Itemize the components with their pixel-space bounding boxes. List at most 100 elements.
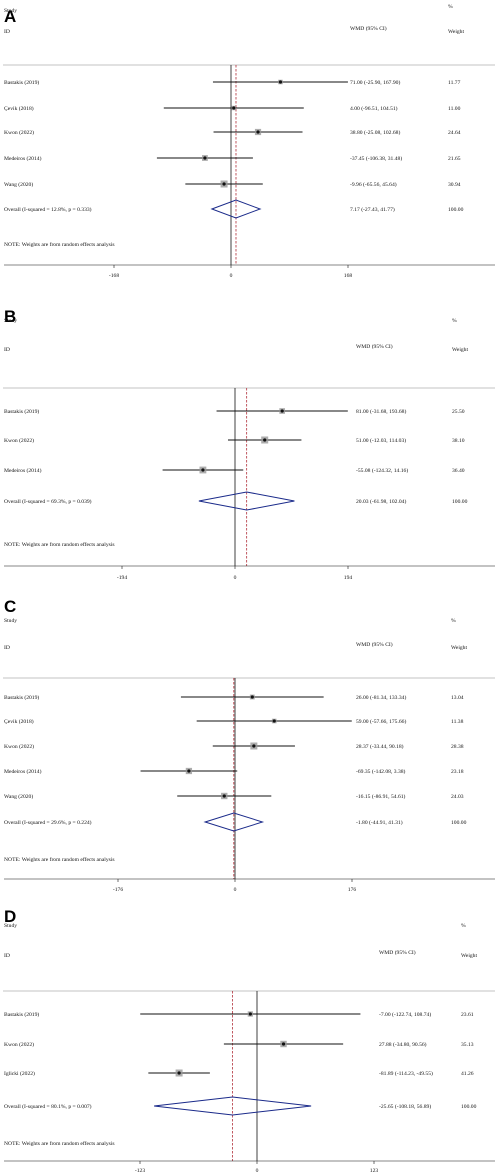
- effect-ci-label: -9.96 (-65.56, 45.64): [350, 181, 397, 188]
- point-estimate: [187, 769, 191, 773]
- header-percent: %: [452, 318, 457, 324]
- header-weight: Weight: [451, 645, 467, 651]
- overall-label: Overall (I-squared = 12.8%, p = 0.333): [4, 206, 92, 213]
- weight-label: 24.03: [451, 794, 464, 800]
- header-percent: %: [451, 618, 456, 624]
- weight-label: 13.04: [451, 695, 464, 701]
- study-name: Medeiros (2014): [4, 155, 42, 162]
- study-name: Çevik (2018): [4, 718, 34, 725]
- study-name: Wang (2020): [4, 793, 33, 800]
- header-percent: %: [448, 4, 453, 10]
- point-estimate: [248, 1012, 252, 1016]
- weight-label: 38.10: [452, 438, 465, 444]
- header-study: Study: [4, 318, 17, 324]
- header-effect: WMD (95% CI): [379, 949, 416, 956]
- overall-label: Overall (I-squared = 69.3%, p = 0.039): [4, 498, 92, 505]
- header-effect: WMD (95% CI): [356, 343, 393, 350]
- header-effect: WMD (95% CI): [350, 25, 387, 32]
- point-estimate: [222, 794, 226, 798]
- overall-label: Overall (I-squared = 29.6%, p = 0.224): [4, 819, 92, 826]
- weight-label: 23.61: [461, 1012, 474, 1018]
- weight-label: 30.94: [448, 182, 461, 188]
- weight-label: 11.38: [451, 719, 464, 725]
- point-estimate: [252, 744, 256, 748]
- overall-diamond: [210, 199, 262, 219]
- overall-diamond: [154, 1096, 312, 1116]
- weight-label: 35.13: [461, 1042, 474, 1048]
- effect-ci-label: 4.00 (-96.51, 104.51): [350, 105, 398, 112]
- study-name: Kwon (2022): [4, 743, 34, 750]
- overall-diamond: [203, 812, 265, 832]
- random-effects-note: NOTE: Weights are from random effects an…: [4, 1140, 115, 1147]
- point-estimate: [222, 182, 226, 186]
- x-tick-label: 194: [344, 575, 353, 581]
- header-id: ID: [4, 645, 10, 651]
- overall-weight-label: 100.00: [461, 1104, 477, 1110]
- point-estimate: [232, 106, 236, 110]
- effect-ci-label: -55.08 (-124.32, 14.16): [356, 467, 408, 474]
- panel-label: B: [4, 307, 16, 326]
- point-estimate: [281, 1042, 286, 1046]
- overall-ci-label: -1.80 (-44.91, 41.31): [356, 819, 403, 826]
- header-effect: WMD (95% CI): [356, 641, 393, 648]
- header-study: Study: [4, 923, 17, 929]
- weight-label: 41.26: [461, 1071, 474, 1077]
- header-id: ID: [4, 29, 10, 35]
- study-name: Bastakis (2019): [4, 79, 39, 86]
- point-estimate: [280, 409, 284, 413]
- effect-ci-label: -7.00 (-122.74, 108.74): [379, 1011, 431, 1018]
- effect-ci-label: 59.00 (-57.66, 175.66): [356, 718, 406, 725]
- weight-label: 28.38: [451, 744, 464, 750]
- study-name: Medeiros (2014): [4, 467, 42, 474]
- effect-ci-label: 51.00 (-12.03, 114.03): [356, 437, 406, 444]
- study-name: Iglicki (2022): [4, 1070, 35, 1077]
- effect-ci-label: -16.15 (-86.91, 54.61): [356, 793, 406, 800]
- header-study: Study: [4, 8, 17, 14]
- panel-label: D: [4, 907, 16, 926]
- x-tick-label: 0: [256, 1168, 259, 1174]
- overall-label: Overall (I-squared = 80.1%, p = 0.007): [4, 1103, 92, 1110]
- point-estimate: [278, 80, 283, 84]
- overall-ci-label: -25.65 (-108.18, 56.89): [379, 1103, 431, 1110]
- study-name: Bastakis (2019): [4, 408, 39, 415]
- random-effects-note: NOTE: Weights are from random effects an…: [4, 856, 115, 863]
- weight-label: 25.50: [452, 409, 465, 415]
- point-estimate: [250, 695, 254, 699]
- overall-weight-label: 100.00: [451, 820, 467, 826]
- x-tick-label: -168: [109, 273, 119, 279]
- effect-ci-label: 71.00 (-25.90, 167.90): [350, 79, 400, 86]
- random-effects-note: NOTE: Weights are from random effects an…: [4, 541, 115, 548]
- overall-diamond: [198, 491, 295, 511]
- overall-weight-label: 100.00: [448, 207, 464, 213]
- header-weight: Weight: [461, 953, 477, 959]
- weight-label: 23.18: [451, 769, 464, 775]
- overall-ci-label: 20.03 (-61.98, 102.04): [356, 498, 406, 505]
- study-name: Kwon (2022): [4, 437, 34, 444]
- weight-label: 36.40: [452, 468, 465, 474]
- header-study: Study: [4, 618, 17, 624]
- study-name: Kwon (2022): [4, 129, 34, 136]
- panel-label: A: [4, 7, 16, 26]
- x-tick-label: -194: [117, 575, 127, 581]
- study-name: Wang (2020): [4, 181, 33, 188]
- weight-label: 11.77: [448, 80, 461, 86]
- header-weight: Weight: [448, 29, 464, 35]
- point-estimate: [177, 1071, 181, 1075]
- x-tick-label: 123: [370, 1168, 379, 1174]
- point-estimate: [256, 130, 260, 134]
- effect-ci-label: 81.00 (-31.68, 193.68): [356, 408, 406, 415]
- effect-ci-label: 38.80 (-25.08, 102.68): [350, 129, 400, 136]
- point-estimate: [203, 156, 207, 160]
- effect-ci-label: -37.45 (-106.38, 31.48): [350, 155, 402, 162]
- effect-ci-label: -81.89 (-114.23, -49.55): [379, 1070, 433, 1077]
- header-id: ID: [4, 953, 10, 959]
- weight-label: 24.64: [448, 130, 461, 136]
- study-name: Kwon (2022): [4, 1041, 34, 1048]
- effect-ci-label: 27.88 (-34.80, 90.56): [379, 1041, 427, 1048]
- point-estimate: [201, 468, 205, 472]
- panel-label: C: [4, 597, 16, 616]
- header-percent: %: [461, 923, 466, 929]
- x-tick-label: 168: [344, 273, 353, 279]
- header-weight: Weight: [452, 347, 468, 353]
